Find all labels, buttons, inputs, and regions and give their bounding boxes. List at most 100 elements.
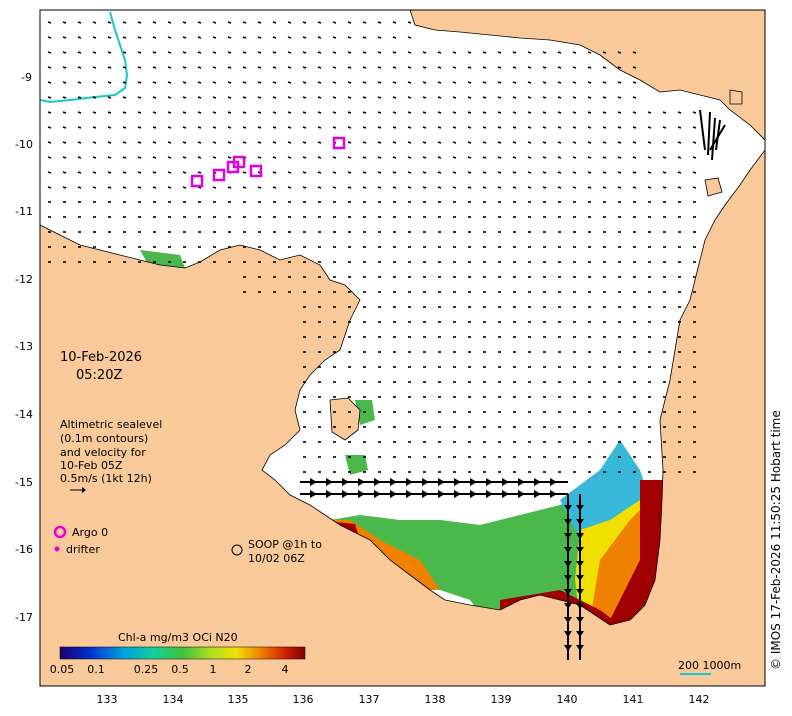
x-tick-label: 137	[359, 693, 380, 706]
velocity-arrow	[272, 81, 277, 84]
velocity-arrow	[542, 111, 547, 114]
map-time: 05:20Z	[76, 368, 122, 383]
velocity-arrow	[662, 171, 667, 174]
velocity-arrow	[242, 111, 247, 114]
velocity-arrow	[347, 21, 352, 24]
velocity-arrow	[422, 156, 427, 159]
velocity-arrow	[317, 126, 322, 129]
velocity-arrow	[437, 81, 442, 84]
velocity-arrow	[497, 81, 502, 84]
velocity-arrow	[347, 66, 352, 69]
velocity-arrow	[452, 111, 457, 114]
velocity-arrow	[542, 96, 547, 99]
velocity-arrow	[557, 81, 562, 84]
drifter-tracks	[699, 109, 726, 161]
velocity-arrow	[377, 171, 382, 174]
velocity-arrow	[527, 111, 532, 114]
soop-chevron	[374, 490, 381, 498]
velocity-arrow	[77, 36, 82, 39]
velocity-arrow	[137, 186, 142, 189]
velocity-arrow	[542, 81, 547, 84]
velocity-arrow	[662, 186, 667, 189]
x-tick-label: 138	[425, 693, 446, 706]
velocity-arrow	[77, 96, 82, 99]
soop-chevron	[502, 490, 509, 498]
colorbar-tick: 1	[210, 663, 217, 676]
velocity-arrow	[482, 126, 487, 129]
velocity-arrow	[467, 141, 472, 144]
velocity-arrow	[122, 141, 127, 144]
velocity-arrow	[107, 186, 112, 189]
soop-chevrons	[310, 478, 584, 651]
soop-legend-line: SOOP @1h to	[248, 538, 322, 551]
velocity-arrow	[227, 111, 232, 114]
velocity-arrow	[692, 156, 697, 159]
velocity-arrow	[527, 186, 532, 189]
velocity-arrow	[422, 96, 427, 99]
velocity-arrow	[587, 171, 592, 174]
velocity-arrow	[137, 171, 142, 174]
velocity-arrow	[227, 21, 232, 24]
velocity-arrow	[557, 96, 562, 99]
velocity-arrow	[317, 186, 322, 189]
velocity-arrow	[257, 141, 262, 144]
velocity-arrow	[467, 66, 472, 69]
velocity-arrow	[287, 171, 292, 174]
velocity-arrow	[212, 126, 217, 129]
velocity-arrow	[197, 66, 202, 69]
velocity-arrow	[242, 171, 247, 174]
velocity-arrow	[407, 156, 412, 159]
velocity-arrow	[482, 81, 487, 84]
soop-chevron	[406, 490, 413, 498]
velocity-arrow	[452, 51, 457, 54]
velocity-arrow	[302, 156, 307, 159]
velocity-arrow	[662, 141, 667, 144]
velocity-arrow	[272, 36, 277, 39]
velocity-arrow	[92, 66, 97, 69]
velocity-arrow	[617, 66, 622, 69]
velocity-arrow	[122, 21, 127, 24]
soop-chevron	[310, 490, 317, 498]
velocity-arrow	[317, 96, 322, 99]
velocity-arrow	[122, 111, 127, 114]
soop-chevron	[576, 645, 584, 651]
velocity-arrow	[407, 96, 412, 99]
scale-bar: 200 1000m	[678, 659, 741, 675]
soop-chevron	[310, 478, 317, 486]
velocity-arrow	[182, 111, 187, 114]
velocity-arrow	[332, 156, 337, 159]
soop-chevron	[486, 490, 493, 498]
velocity-arrow	[287, 141, 292, 144]
soop-chevron	[390, 490, 397, 498]
velocity-arrow	[572, 156, 577, 159]
velocity-arrow	[332, 96, 337, 99]
velocity-arrow	[422, 111, 427, 114]
velocity-arrow	[272, 96, 277, 99]
soop-chevron	[564, 603, 572, 609]
velocity-arrow	[62, 36, 67, 39]
velocity-arrow	[47, 96, 52, 99]
velocity-arrow	[437, 111, 442, 114]
velocity-arrow	[572, 126, 577, 129]
velocity-arrow	[392, 126, 397, 129]
velocity-arrow	[47, 186, 52, 189]
velocity-arrow	[362, 96, 367, 99]
soop-chevron	[576, 589, 584, 595]
velocity-arrow	[542, 186, 547, 189]
velocity-arrow	[272, 141, 277, 144]
velocity-arrow	[152, 96, 157, 99]
velocity-arrow	[122, 156, 127, 159]
velocity-arrow	[242, 21, 247, 24]
velocity-arrow	[572, 141, 577, 144]
velocity-arrow	[47, 156, 52, 159]
velocity-arrow	[407, 66, 412, 69]
velocity-arrow	[332, 81, 337, 84]
velocity-arrow	[617, 96, 622, 99]
velocity-arrow	[302, 141, 307, 144]
velocity-arrow	[47, 126, 52, 129]
velocity-arrow	[152, 126, 157, 129]
velocity-arrow	[617, 111, 622, 114]
credit-text: © IMOS 17-Feb-2026 11:50:25 Hobart time	[769, 410, 783, 670]
velocity-arrow	[242, 51, 247, 54]
velocity-arrow	[77, 171, 82, 174]
